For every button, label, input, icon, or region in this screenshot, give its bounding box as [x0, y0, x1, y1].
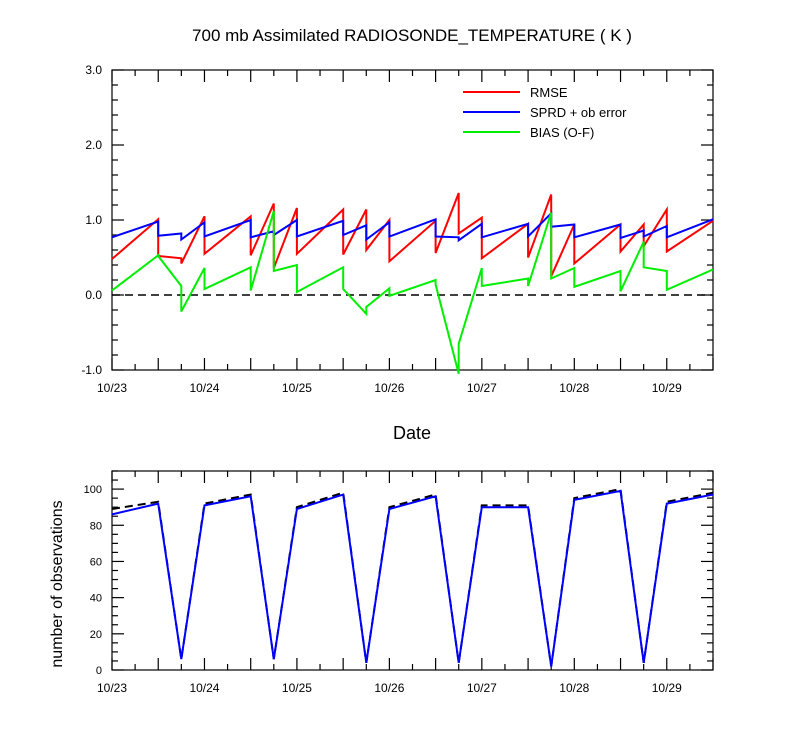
legend-label: BIAS (O-F): [530, 125, 594, 140]
stats-x-tick-label: 10/28: [559, 381, 589, 395]
chart-title: 700 mb Assimilated RADIOSONDE_TEMPERATUR…: [192, 26, 632, 45]
obs-y-tick-label: 100: [84, 484, 102, 496]
stats-y-tick-label: 1.0: [85, 213, 102, 227]
plot-area-observations: 10/23 10/24 10/25 10/26 10/27 10/28 10/29 0 20 40…: [84, 470, 714, 695]
obs-x-tick-label: 10/24: [189, 681, 219, 695]
stats-x-tick-label: 10/29: [652, 381, 682, 395]
stats-line-sprd-ob-error: [111, 210, 714, 243]
obs-x-tick-label: 10/29: [652, 681, 682, 695]
stats-y-tick-label: -1.0: [81, 363, 102, 377]
obs-x-tick-label: 10/23: [97, 681, 127, 695]
stats-x-tick-label: 10/26: [374, 381, 404, 395]
obs-x-tick-label: 10/26: [374, 681, 404, 695]
obs-y-tick-label: 80: [90, 520, 102, 532]
legend-label: RMSE: [530, 85, 568, 100]
obs-x-tick-label: 10/27: [467, 681, 497, 695]
stats-line-bias-o-f: [111, 210, 714, 375]
stats-y-tick-label: 3.0: [85, 63, 102, 77]
obs-y-tick-label: 40: [90, 593, 102, 605]
obs-y-tick-label: 60: [90, 556, 102, 568]
stats-x-tick-label: 10/23: [97, 381, 127, 395]
stats-x-tick-label: 10/24: [189, 381, 219, 395]
obs-line-series-2: [111, 489, 714, 667]
obs-y-tick-label: 20: [90, 629, 102, 641]
obs-line-series-1: [111, 487, 714, 667]
plot-area-statistics: 10/23 10/24 10/25 10/26 10/27 10/28 10/29 -1.0 0…: [81, 63, 714, 395]
obs-y-tick-label: 0: [96, 665, 102, 677]
stats-x-tick-label: 10/27: [467, 381, 497, 395]
x-axis-label: Date: [393, 423, 431, 443]
y-axis-label-observations: number of observations: [49, 500, 66, 667]
stats-line-rmse: [111, 192, 714, 277]
obs-x-tick-label: 10/28: [559, 681, 589, 695]
stats-y-tick-label: 2.0: [85, 138, 102, 152]
stats-y-tick-label: 0.0: [85, 288, 102, 302]
obs-x-tick-label: 10/25: [282, 681, 312, 695]
legend-label: SPRD + ob error: [530, 105, 627, 120]
stats-x-tick-label: 10/25: [282, 381, 312, 395]
